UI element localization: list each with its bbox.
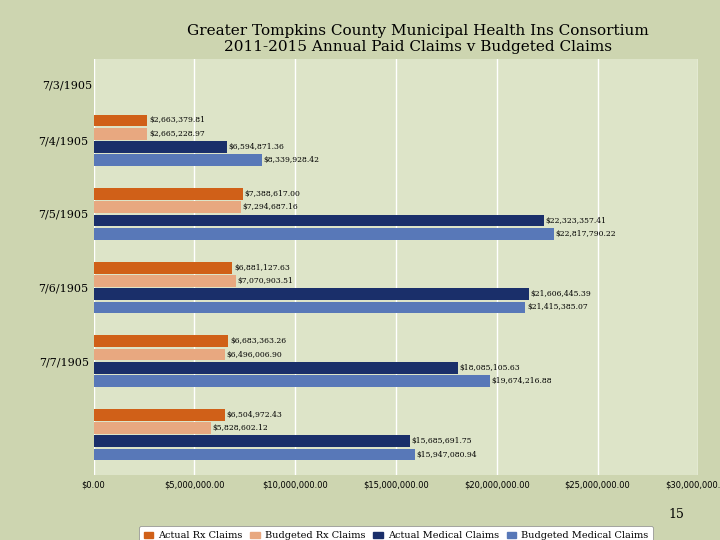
Text: $7,294,687.16: $7,294,687.16 [242,204,298,211]
Bar [94,228,554,240]
Bar [94,201,240,213]
Text: $15,947,080.94: $15,947,080.94 [417,450,477,458]
Bar [94,188,243,200]
Bar [94,288,529,300]
Legend: Actual Rx Claims, Budgeted Rx Claims, Actual Medical Claims, Budgeted Medical Cl: Actual Rx Claims, Budgeted Rx Claims, Ac… [139,526,653,540]
Bar [94,141,227,153]
Text: $22,817,790.22: $22,817,790.22 [555,230,616,238]
Bar [94,349,225,360]
Text: $18,085,105.63: $18,085,105.63 [460,364,521,372]
Bar [94,154,262,166]
Text: $21,606,445.39: $21,606,445.39 [531,290,592,298]
Text: $6,594,871.36: $6,594,871.36 [228,143,284,151]
Text: $6,683,363.26: $6,683,363.26 [230,338,286,345]
Text: 15: 15 [668,508,684,522]
Text: $6,496,006.90: $6,496,006.90 [226,350,282,359]
Text: $22,323,357.41: $22,323,357.41 [545,217,606,225]
Text: 7/3/1905: 7/3/1905 [42,80,92,90]
Text: $5,828,602.12: $5,828,602.12 [212,424,269,432]
Text: $2,665,228.97: $2,665,228.97 [149,130,204,138]
Text: $6,504,972.43: $6,504,972.43 [226,411,282,419]
Text: $7,070,903.51: $7,070,903.51 [238,277,294,285]
Text: 2011-2015 Annual Paid Claims v Budgeted Claims: 2011-2015 Annual Paid Claims v Budgeted … [224,40,611,55]
Text: $7,388,617.00: $7,388,617.00 [244,190,300,198]
Bar [94,275,236,287]
Text: Greater Tompkins County Municipal Health Ins Consortium: Greater Tompkins County Municipal Health… [186,24,649,38]
Bar [94,114,148,126]
Text: $15,685,691.75: $15,685,691.75 [411,437,472,446]
Bar [94,128,148,140]
Text: $8,339,928.42: $8,339,928.42 [264,156,320,164]
Text: $6,881,127.63: $6,881,127.63 [234,264,290,272]
Bar [94,435,410,447]
Bar [94,409,225,421]
Text: $19,674,216.88: $19,674,216.88 [492,377,552,385]
Text: $2,663,379.81: $2,663,379.81 [149,117,205,125]
Bar [94,301,526,313]
Bar [94,362,458,374]
Bar [94,335,228,347]
Bar [94,262,233,274]
Bar [94,449,415,461]
Bar [94,422,211,434]
Bar [94,215,544,226]
Text: $21,415,385.07: $21,415,385.07 [527,303,588,312]
Bar [94,375,490,387]
